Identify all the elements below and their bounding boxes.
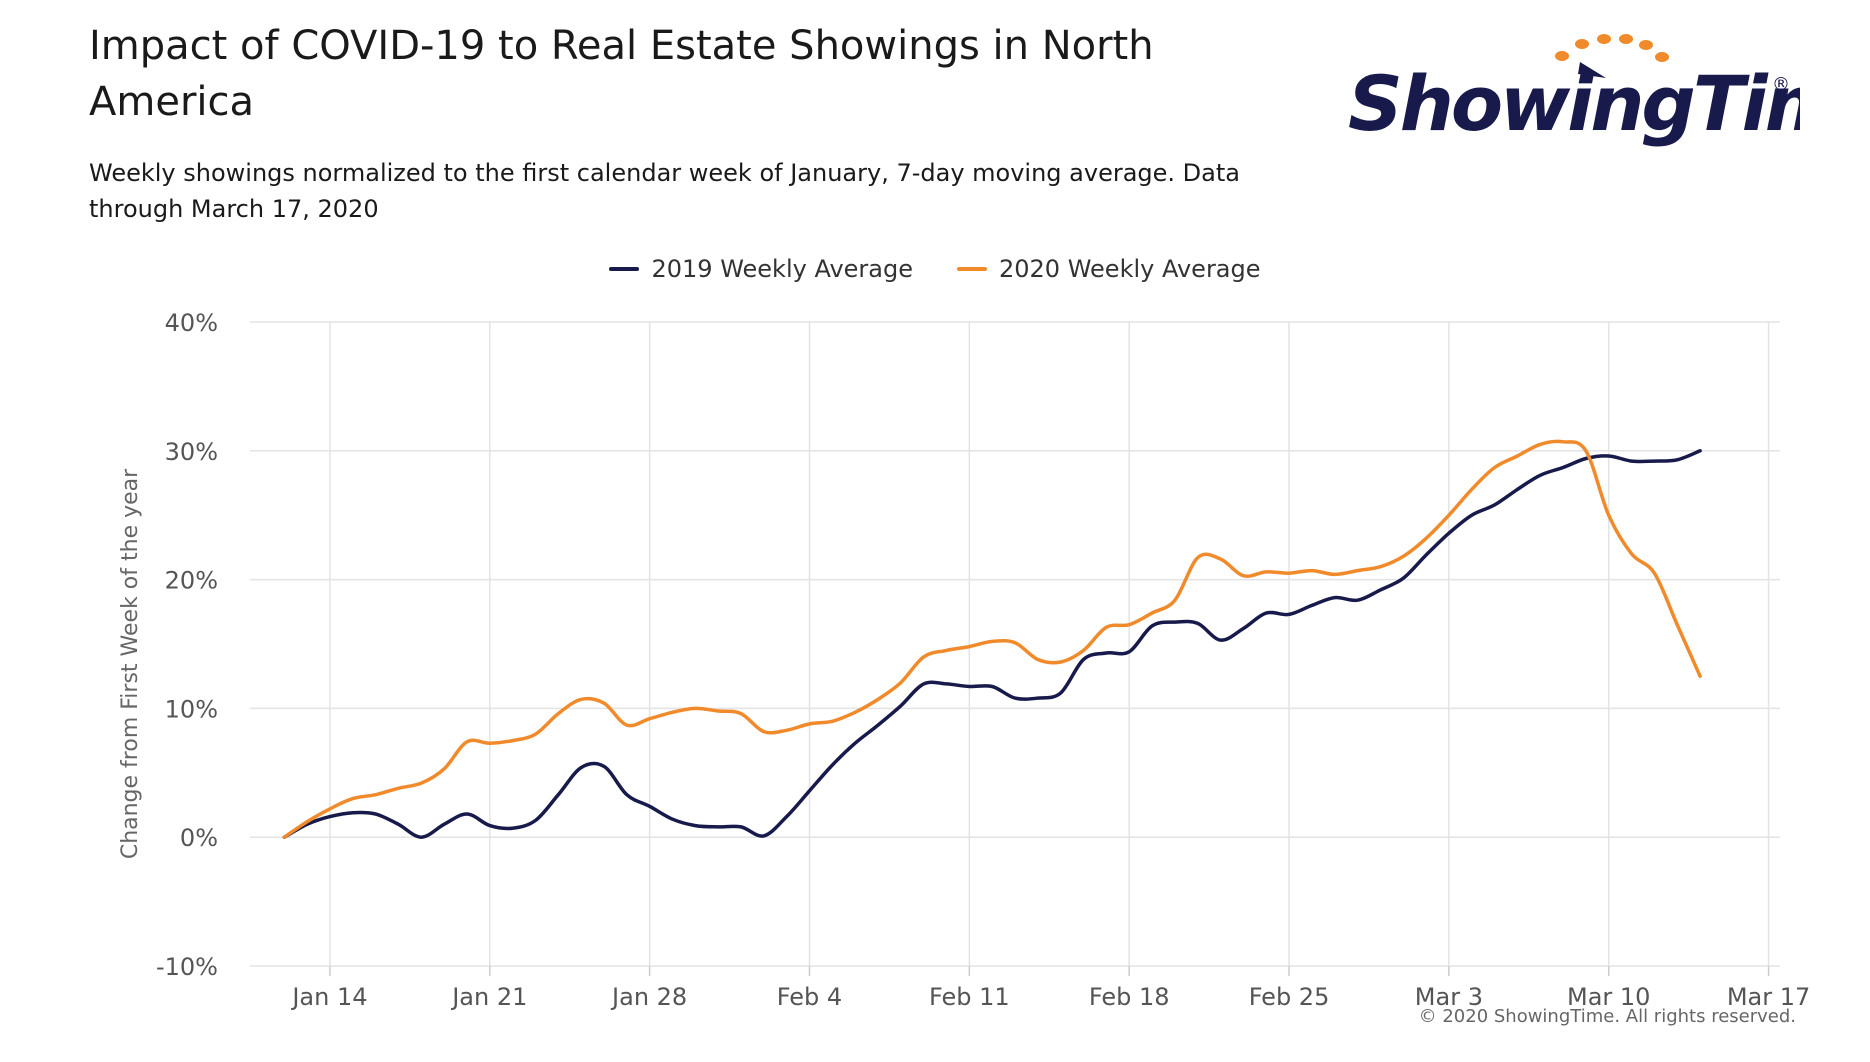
y-tick-label: 30% [165, 438, 218, 466]
y-tick-label: 10% [165, 695, 218, 723]
copyright-notice: © 2020 ShowingTime. All rights reserved. [1418, 1006, 1796, 1027]
x-tick-label: Mar 3 [1415, 983, 1483, 1011]
logo-dots [1555, 34, 1669, 62]
chart-subtitle: Weekly showings normalized to the first … [89, 159, 1240, 223]
series-line-2020 [282, 439, 1702, 839]
line-chart: -10% 0% 10% 20% 30% 40% Jan 14 Jan 21 Jan 28 Feb … [118, 309, 1810, 1011]
logo-wordmark: ShowingTime [1348, 59, 1800, 148]
x-tick-label: Jan 21 [450, 983, 527, 1011]
legend-label-2020: 2020 Weekly Average [999, 255, 1261, 283]
chart-legend: 2019 Weekly Average 2020 Weekly Average [0, 255, 1870, 283]
legend-swatch-2020 [957, 267, 987, 271]
series-line-2019 [282, 449, 1702, 839]
logo-clock-hand [1578, 62, 1606, 78]
x-tick-label: Feb 25 [1249, 983, 1330, 1011]
y-tick-label: -10% [156, 953, 218, 981]
y-tick-label: 0% [180, 824, 218, 852]
x-tick-label: Jan 28 [610, 983, 687, 1011]
showingtime-logo: ShowingTime ® [1340, 30, 1870, 165]
x-tick-label: Feb 18 [1089, 983, 1170, 1011]
chart-title: Impact of COVID-19 to Real Estate Showin… [89, 23, 1154, 125]
logo-graphic: ShowingTime ® [1348, 34, 1870, 148]
x-tick-label: Mar 10 [1567, 983, 1650, 1011]
y-axis-label: Change from First Week of the year [118, 468, 143, 859]
logo-registered-mark: ® [1772, 74, 1790, 95]
y-tick-label: 40% [165, 309, 218, 337]
x-tick-label: Mar 17 [1727, 983, 1810, 1011]
x-tick-label: Feb 11 [929, 983, 1010, 1011]
legend-label-2019: 2019 Weekly Average [651, 255, 913, 283]
x-tick-label: Feb 4 [777, 983, 842, 1011]
y-tick-label: 20% [165, 567, 218, 595]
legend-item-2019[interactable]: 2019 Weekly Average [609, 255, 913, 283]
legend-swatch-2019 [609, 267, 640, 271]
x-tick-label: Jan 14 [290, 983, 367, 1011]
legend-item-2020[interactable]: 2020 Weekly Average [957, 255, 1261, 283]
